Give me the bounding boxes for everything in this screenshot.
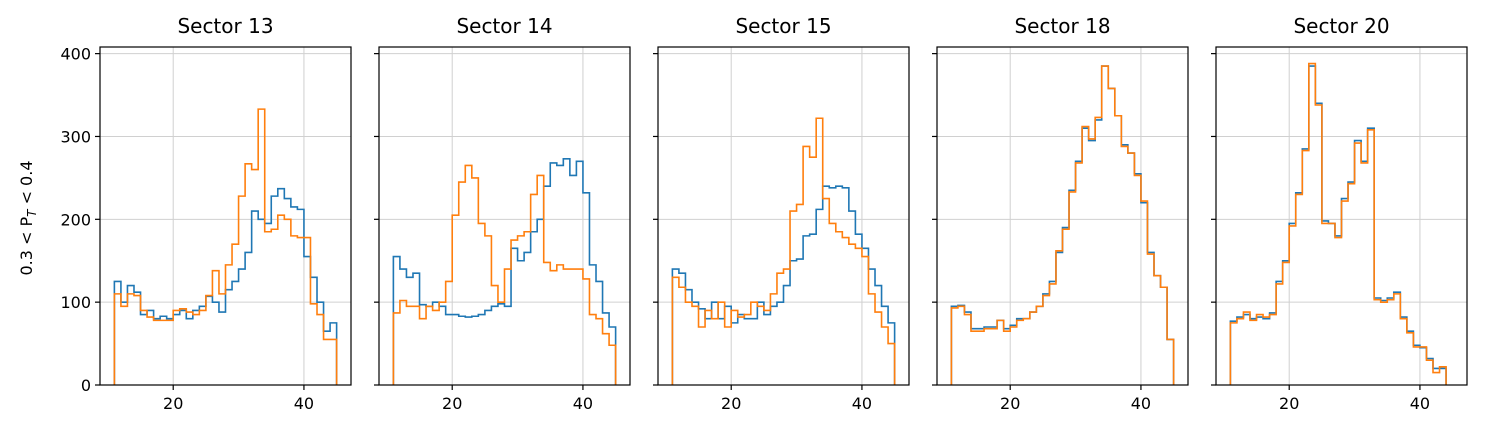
panel-frame bbox=[378, 46, 631, 386]
panel-frame bbox=[1215, 46, 1468, 386]
panel-title: Sector 14 bbox=[456, 14, 552, 38]
histogram-series-orange bbox=[113, 108, 338, 385]
panel-title: Sector 13 bbox=[177, 14, 273, 38]
y-tick-label: 300 bbox=[60, 127, 91, 146]
x-tick-label: 20 bbox=[163, 394, 183, 413]
y-axis-label-tail: < 0.4 bbox=[17, 160, 36, 209]
x-tick-label: 40 bbox=[1410, 394, 1430, 413]
panel-title: Sector 18 bbox=[1014, 14, 1110, 38]
panel-title: Sector 20 bbox=[1293, 14, 1389, 38]
x-tick-label: 40 bbox=[573, 394, 593, 413]
panel-frame bbox=[657, 46, 910, 386]
histogram-series-blue bbox=[671, 185, 896, 385]
x-tick-label: 20 bbox=[721, 394, 741, 413]
histogram-series-blue bbox=[950, 65, 1175, 385]
y-tick-label: 200 bbox=[60, 210, 91, 229]
panel-frame bbox=[936, 46, 1189, 386]
panel-title: Sector 15 bbox=[735, 14, 831, 38]
x-tick-label: 20 bbox=[1000, 394, 1020, 413]
histogram-series-orange bbox=[950, 65, 1175, 385]
y-tick-label: 0 bbox=[81, 376, 91, 395]
y-axis-label: 0.3 < PT < 0.4 bbox=[17, 160, 39, 275]
x-tick-label: 40 bbox=[852, 394, 872, 413]
x-tick-label: 20 bbox=[1279, 394, 1299, 413]
histogram-series-orange bbox=[1229, 62, 1447, 385]
panel-4: 20 40 Sector 18 bbox=[932, 14, 1189, 413]
histogram-series-orange bbox=[671, 117, 896, 385]
y-tick-label: 100 bbox=[60, 293, 91, 312]
y-tick-label: 400 bbox=[60, 45, 91, 64]
x-tick-label: 40 bbox=[1131, 394, 1151, 413]
panel-2: 20 40 Sector 14 bbox=[374, 14, 631, 413]
histogram-series-blue bbox=[113, 187, 338, 385]
x-tick-label: 40 bbox=[294, 394, 314, 413]
panel-3: 20 40 Sector 15 bbox=[653, 14, 910, 413]
panel-frame bbox=[99, 46, 352, 386]
x-tick-label: 20 bbox=[442, 394, 462, 413]
histogram-series-orange bbox=[392, 164, 617, 385]
y-axis-label-subscript: T bbox=[25, 208, 39, 217]
y-axis-label-main: 0.3 < P bbox=[17, 217, 36, 276]
panel-5: 20 40 Sector 20 bbox=[1211, 14, 1468, 413]
